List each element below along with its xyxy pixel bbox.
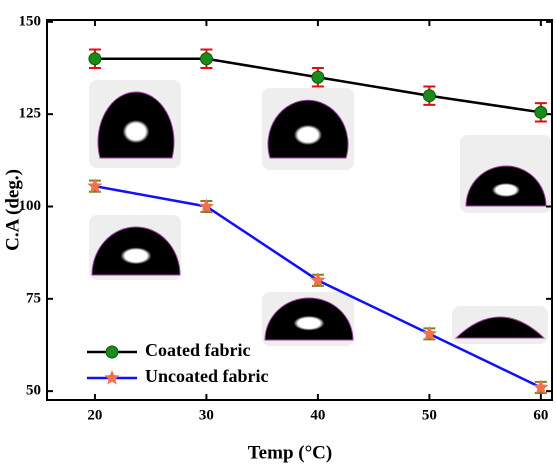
legend-marker	[105, 345, 119, 359]
droplet	[465, 165, 547, 207]
y-tick-label: 75	[26, 290, 41, 306]
data-point	[421, 325, 437, 341]
droplet	[264, 297, 354, 341]
y-tick-label: 100	[19, 198, 42, 214]
legend-label: Uncoated fabric	[145, 366, 268, 386]
plot-frame	[46, 19, 553, 401]
droplet	[91, 226, 181, 276]
x-tick-label: 60	[533, 407, 548, 423]
data-point	[199, 52, 213, 66]
droplet	[97, 91, 175, 159]
x-tick-label: 20	[87, 407, 102, 423]
data-point	[310, 272, 326, 287]
y-axis-label: C.A (deg.)	[2, 169, 23, 251]
data-point	[311, 70, 325, 84]
data-point	[533, 379, 549, 394]
x-tick-label: 40	[310, 407, 325, 423]
data-point	[87, 178, 103, 193]
droplet	[454, 316, 546, 339]
data-point	[198, 198, 214, 213]
legend-label: Coated fabric	[145, 340, 250, 360]
droplet	[267, 99, 349, 159]
x-tick-label: 50	[422, 407, 437, 423]
droplet-images	[89, 80, 552, 346]
x-axis-label: Temp (°C)	[248, 442, 332, 463]
legend-marker	[104, 370, 120, 385]
y-tick-label: 150	[19, 13, 42, 29]
y-tick-label: 50	[26, 383, 41, 399]
data-point	[88, 52, 102, 66]
y-tick-label: 125	[19, 106, 42, 122]
x-tick-label: 30	[199, 407, 214, 423]
data-point	[422, 89, 436, 103]
data-point	[534, 105, 548, 119]
